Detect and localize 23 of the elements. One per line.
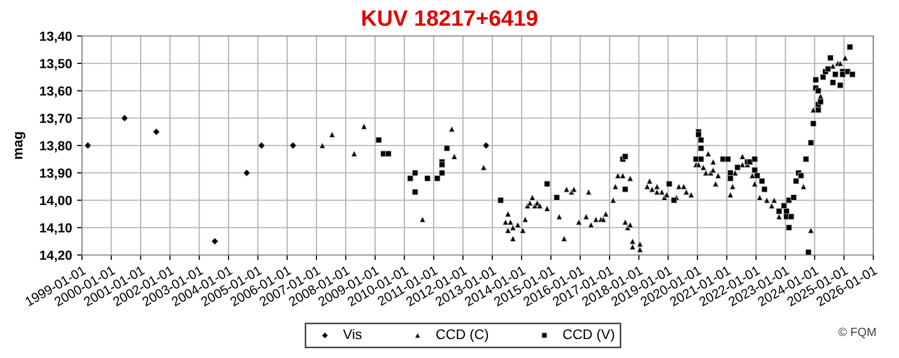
point bbox=[84, 142, 92, 150]
legend-label: CCD (C) bbox=[436, 328, 488, 342]
y-tick-label: 14,20 bbox=[40, 250, 72, 262]
point bbox=[152, 128, 160, 136]
point bbox=[482, 142, 490, 150]
y-tick-label: 14,10 bbox=[40, 223, 72, 234]
y-tick-label: 13,60 bbox=[40, 86, 72, 98]
point bbox=[243, 169, 250, 177]
y-tick-label: 14,00 bbox=[40, 196, 72, 208]
y-axis-title: mag bbox=[14, 132, 26, 159]
y-tick-label: 13,40 bbox=[40, 32, 72, 43]
point bbox=[120, 114, 128, 122]
legend-label: CCD (V) bbox=[563, 328, 614, 342]
y-tick-label: 13,50 bbox=[40, 58, 72, 70]
chart-title: KUV 18217+6419 bbox=[362, 10, 538, 26]
y-tick-label: 13,70 bbox=[40, 114, 72, 125]
point bbox=[289, 142, 297, 150]
point bbox=[211, 238, 219, 245]
y-tick-label: 13,80 bbox=[40, 141, 72, 152]
legend-label: Vis bbox=[343, 328, 362, 340]
y-tick-label: 13,90 bbox=[40, 168, 72, 180]
point bbox=[258, 142, 266, 150]
text: © FQM bbox=[838, 328, 876, 338]
